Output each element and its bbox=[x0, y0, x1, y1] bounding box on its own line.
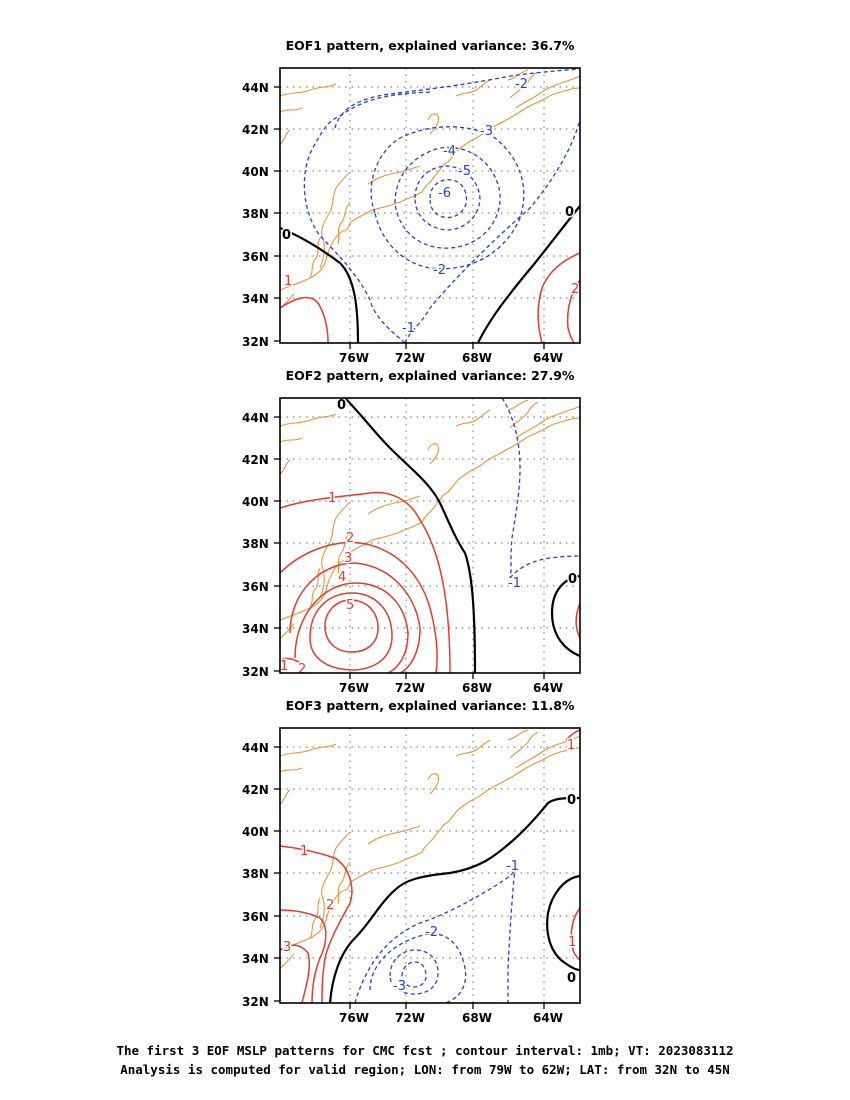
panel-eof3: EOF3 pattern, explained variance: 11.8% bbox=[242, 698, 581, 1025]
lat-tick-label: 32N bbox=[242, 335, 269, 349]
contour-labels: 0 1 2 3 4 5 -1 0 1 2 bbox=[279, 397, 579, 679]
contour-label: 1 bbox=[568, 935, 576, 950]
lon-tick-label: 72W bbox=[395, 351, 425, 365]
gridlines bbox=[279, 67, 581, 344]
lat-tick-labels: 44N 42N 40N 38N 36N 34N 32N bbox=[242, 81, 269, 349]
contour-label: 0 bbox=[567, 971, 576, 986]
zero-contours bbox=[279, 205, 581, 344]
positive-contours bbox=[279, 729, 581, 1004]
lat-tick-label: 42N bbox=[242, 453, 269, 467]
lat-tick-label: 36N bbox=[242, 250, 269, 264]
contour-label: -5 bbox=[458, 164, 471, 179]
lat-tick-label: 44N bbox=[242, 81, 269, 95]
negative-contours bbox=[501, 397, 581, 579]
lon-tick-label: 76W bbox=[339, 1011, 369, 1025]
lon-tick-label: 68W bbox=[462, 681, 492, 695]
lon-tick-label: 76W bbox=[339, 681, 369, 695]
lon-tick-labels: 76W 72W 68W 64W bbox=[339, 681, 563, 695]
zero-contours bbox=[328, 796, 581, 1004]
negative-contours bbox=[354, 867, 516, 1004]
lon-tick-labels: 76W 72W 68W 64W bbox=[339, 351, 563, 365]
contour-label: -1 bbox=[508, 576, 521, 591]
map-plot: -2 -3 -4 -5 -6 -2 -1 0 0 1 2 76W 72W 68W… bbox=[242, 67, 581, 365]
contour-label: -2 bbox=[425, 925, 438, 940]
panel-title: EOF2 pattern, explained variance: 27.9% bbox=[286, 368, 575, 383]
lat-tick-label: 40N bbox=[242, 165, 269, 179]
panel-eof1: EOF1 pattern, explained variance: 36.7% bbox=[242, 38, 581, 365]
contour-label: 0 bbox=[565, 205, 574, 220]
contour-label: 0 bbox=[568, 572, 577, 587]
lat-tick-label: 36N bbox=[242, 910, 269, 924]
contour-label: -3 bbox=[480, 124, 493, 139]
lat-tick-label: 38N bbox=[242, 537, 269, 551]
contour-label: 3 bbox=[344, 551, 352, 566]
contour-label: 1 bbox=[284, 274, 292, 289]
map-frame bbox=[273, 397, 581, 680]
contour-label: -1 bbox=[402, 321, 415, 336]
lon-tick-label: 72W bbox=[395, 681, 425, 695]
lat-tick-labels: 44N 42N 40N 38N 36N 34N 32N bbox=[242, 411, 269, 679]
map-plot: 1 0 1 2 3 -1 -2 -3 1 0 76W 72W 68W 64W 4… bbox=[242, 727, 581, 1025]
lat-tick-label: 40N bbox=[242, 825, 269, 839]
lat-tick-label: 44N bbox=[242, 741, 269, 755]
contour-label: 1 bbox=[300, 844, 308, 859]
lon-tick-label: 64W bbox=[533, 351, 563, 365]
lon-tick-label: 64W bbox=[533, 681, 563, 695]
panel-title: EOF3 pattern, explained variance: 11.8% bbox=[286, 698, 575, 713]
contour-label: 5 bbox=[346, 598, 354, 613]
lon-tick-label: 68W bbox=[462, 351, 492, 365]
lon-tick-label: 76W bbox=[339, 351, 369, 365]
positive-contours bbox=[279, 491, 581, 674]
caption-line-1: The first 3 EOF MSLP patterns for CMC fc… bbox=[116, 1043, 734, 1058]
contour-label: -1 bbox=[506, 859, 519, 874]
lat-tick-labels: 44N 42N 40N 38N 36N 34N 32N bbox=[242, 741, 269, 1009]
contour-label: 2 bbox=[571, 282, 579, 297]
contour-label: 3 bbox=[283, 940, 291, 955]
contour-label: 1 bbox=[280, 659, 288, 674]
lat-tick-label: 42N bbox=[242, 123, 269, 137]
lat-tick-label: 38N bbox=[242, 207, 269, 221]
contour-labels: -2 -3 -4 -5 -6 -2 -1 0 0 1 2 bbox=[281, 76, 581, 338]
contour-label: 2 bbox=[326, 898, 334, 913]
map-frame bbox=[273, 727, 581, 1010]
contour-label: -2 bbox=[433, 263, 446, 278]
caption-line-2: Analysis is computed for valid region; L… bbox=[120, 1062, 730, 1077]
positive-contours bbox=[279, 252, 581, 344]
panel-title: EOF1 pattern, explained variance: 36.7% bbox=[286, 38, 575, 53]
contour-label: -3 bbox=[393, 979, 406, 994]
lat-tick-label: 38N bbox=[242, 867, 269, 881]
lat-tick-label: 40N bbox=[242, 495, 269, 509]
lon-tick-label: 72W bbox=[395, 1011, 425, 1025]
contour-label: 1 bbox=[328, 491, 336, 506]
negative-contours bbox=[303, 68, 581, 344]
lat-tick-label: 34N bbox=[242, 622, 269, 636]
lat-tick-label: 32N bbox=[242, 995, 269, 1009]
contour-label: 1 bbox=[567, 738, 575, 753]
contour-labels: 1 0 1 2 3 -1 -2 -3 1 0 bbox=[282, 737, 578, 996]
contour-label: -6 bbox=[438, 186, 451, 201]
contour-label: 2 bbox=[346, 531, 354, 546]
contour-label: 2 bbox=[298, 662, 306, 677]
contour-label: -4 bbox=[443, 144, 456, 159]
contour-label: 4 bbox=[338, 570, 346, 585]
contour-label: -2 bbox=[515, 77, 528, 92]
contour-label: 0 bbox=[567, 793, 576, 808]
coastline bbox=[279, 69, 581, 309]
panel-eof2: EOF2 pattern, explained variance: 27.9% bbox=[242, 368, 581, 695]
lon-tick-label: 68W bbox=[462, 1011, 492, 1025]
map-plot: 0 1 2 3 4 5 -1 0 1 2 76W 72W 68W 64W 44N… bbox=[242, 397, 581, 695]
zero-contours bbox=[344, 397, 581, 674]
lat-tick-label: 34N bbox=[242, 952, 269, 966]
lat-tick-label: 42N bbox=[242, 783, 269, 797]
lat-tick-label: 34N bbox=[242, 292, 269, 306]
lon-tick-labels: 76W 72W 68W 64W bbox=[339, 1011, 563, 1025]
lat-tick-label: 32N bbox=[242, 665, 269, 679]
lat-tick-label: 44N bbox=[242, 411, 269, 425]
lat-tick-label: 36N bbox=[242, 580, 269, 594]
contour-label: 0 bbox=[337, 398, 346, 413]
contour-label: 0 bbox=[282, 228, 291, 243]
lon-tick-label: 64W bbox=[533, 1011, 563, 1025]
